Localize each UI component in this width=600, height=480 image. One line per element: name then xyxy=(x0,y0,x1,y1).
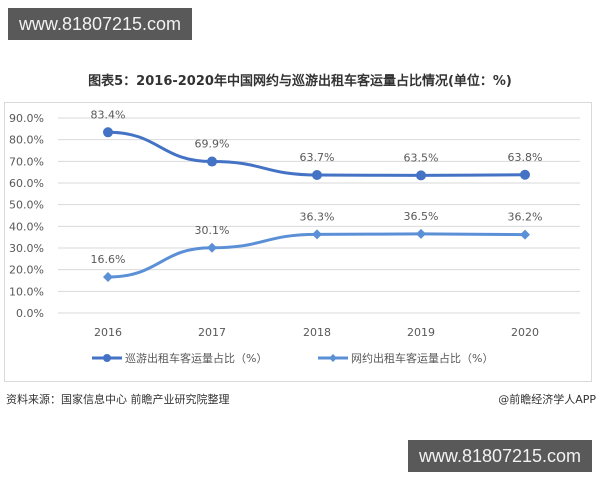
chart-title: 图表5：2016-2020年中国网约与巡游出租车客运量占比情况(单位：%) xyxy=(88,74,512,89)
y-tick-label: 80.0% xyxy=(9,134,44,147)
data-point-marker xyxy=(520,229,530,240)
x-tick-label: 2018 xyxy=(303,326,331,339)
series-line xyxy=(107,232,526,279)
data-point-marker xyxy=(416,228,426,239)
y-tick-label: 50.0% xyxy=(9,199,44,212)
legend-marker xyxy=(329,354,337,362)
data-label: 63.8% xyxy=(508,151,543,164)
y-tick-label: 10.0% xyxy=(9,285,44,298)
legend: 巡游出租车客运量占比（%） 网约出租车客运量占比（%） xyxy=(92,351,493,365)
y-tick-label: 40.0% xyxy=(9,220,44,233)
y-tick-label: 60.0% xyxy=(9,177,44,190)
data-label: 36.5% xyxy=(404,210,439,223)
data-point-marker xyxy=(520,169,530,180)
data-point-marker xyxy=(416,170,426,181)
y-tick-label: 90.0% xyxy=(9,112,44,125)
series-lines: 83.4% 69.9% 63.7% 63.5% 63.8% 16.6% 30.1% 36.3%… xyxy=(91,108,543,283)
y-tick-label: 0.0% xyxy=(16,307,44,320)
y-tick-label: 20.0% xyxy=(9,264,44,277)
x-axis-ticks: 2016 2017 2018 2019 2020 xyxy=(94,326,539,339)
data-point-marker xyxy=(312,229,322,240)
data-label: 63.7% xyxy=(300,151,335,164)
data-label: 36.3% xyxy=(300,210,335,223)
data-point-marker xyxy=(207,242,217,253)
credit-note: @前瞻经济学人APP xyxy=(498,393,596,406)
y-axis-ticks: 0.0% 10.0% 20.0% 30.0% 40.0% 50.0% 60.0% 70.0% 8… xyxy=(9,112,44,320)
data-label: 83.4% xyxy=(91,108,126,121)
data-label: 16.6% xyxy=(91,253,126,266)
source-note: 资料来源：国家信息中心 前瞻产业研究院整理 xyxy=(6,393,230,406)
data-point-marker xyxy=(312,169,322,180)
x-tick-label: 2016 xyxy=(94,326,122,339)
legend-marker xyxy=(103,354,111,362)
x-tick-label: 2019 xyxy=(407,326,435,339)
legend-label: 巡游出租车客运量占比（%） xyxy=(125,351,267,365)
data-label: 63.5% xyxy=(404,151,439,164)
x-tick-label: 2017 xyxy=(198,326,226,339)
watermark-bottom: www.81807215.com xyxy=(408,440,592,472)
data-label: 36.2% xyxy=(508,211,543,224)
data-point-marker xyxy=(103,272,113,283)
y-tick-label: 30.0% xyxy=(9,242,44,255)
data-point-marker xyxy=(103,127,113,138)
chart-frame xyxy=(4,102,592,382)
data-label: 69.9% xyxy=(195,138,230,151)
y-tick-label: 70.0% xyxy=(9,155,44,168)
data-point-marker xyxy=(207,156,217,167)
watermark-top: www.81807215.com xyxy=(8,8,192,40)
x-tick-label: 2020 xyxy=(511,326,539,339)
data-label: 30.1% xyxy=(195,224,230,237)
legend-label: 网约出租车客运量占比（%） xyxy=(351,351,493,365)
